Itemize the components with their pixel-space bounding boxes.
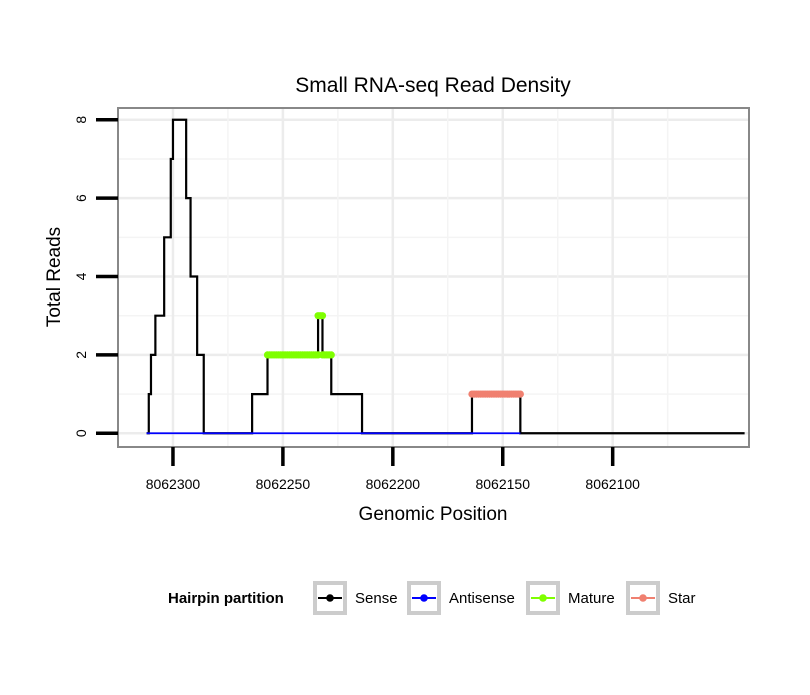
legend-key-marker bbox=[639, 594, 647, 602]
legend-label: Mature bbox=[568, 590, 615, 607]
y-axis: 0 2 4 6 8 bbox=[73, 116, 118, 437]
y-tick-label: 2 bbox=[73, 351, 89, 359]
y-axis-label: Total Reads bbox=[44, 227, 65, 327]
x-axis-label: Genomic Position bbox=[359, 504, 508, 525]
legend-title: Hairpin partition bbox=[168, 590, 284, 607]
legend-label: Star bbox=[668, 590, 696, 607]
legend-entry-star: Star bbox=[626, 581, 696, 615]
chart-title: Small RNA-seq Read Density bbox=[295, 74, 571, 97]
legend-key-marker bbox=[420, 594, 428, 602]
y-tick-label: 0 bbox=[73, 429, 89, 437]
y-tick-label: 6 bbox=[73, 194, 89, 202]
series-point-mature bbox=[263, 351, 272, 359]
series-layer bbox=[146, 118, 745, 435]
y-tick-label: 8 bbox=[73, 116, 89, 124]
legend-key-marker bbox=[326, 594, 334, 602]
legend-entry-mature: Mature bbox=[526, 581, 615, 615]
legend-label: Sense bbox=[355, 590, 398, 607]
x-tick-label: 8062200 bbox=[366, 476, 421, 492]
series-point-star bbox=[468, 390, 476, 398]
x-tick-label: 8062100 bbox=[585, 476, 640, 492]
x-axis: 8062300 8062250 8062200 8062150 8062100 bbox=[146, 447, 640, 492]
grid-lines bbox=[118, 108, 749, 447]
x-tick-label: 8062150 bbox=[475, 476, 530, 492]
legend: Hairpin partition Sense Antisense Mature St… bbox=[168, 581, 696, 615]
legend-label: Antisense bbox=[449, 590, 515, 607]
legend-entry-sense: Sense bbox=[313, 581, 398, 615]
series-line-sense bbox=[146, 118, 745, 435]
legend-entry-antisense: Antisense bbox=[407, 581, 515, 615]
x-tick-label: 8062250 bbox=[256, 476, 311, 492]
x-tick-label: 8062300 bbox=[146, 476, 201, 492]
series-point-mature bbox=[314, 312, 322, 320]
legend-key-marker bbox=[539, 594, 547, 602]
y-tick-label: 4 bbox=[73, 272, 89, 280]
series-point-mature bbox=[318, 351, 327, 359]
